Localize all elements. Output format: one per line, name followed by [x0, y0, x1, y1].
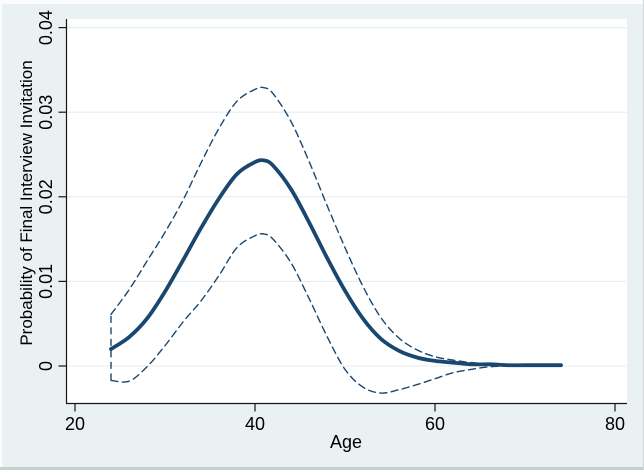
- border-left: [0, 0, 2, 470]
- border-bottom: [0, 467, 644, 470]
- y-tick-label: 0.03: [36, 95, 56, 130]
- y-tick-label: 0.02: [36, 179, 56, 214]
- x-axis-ticks: 20 40 60 80: [65, 403, 625, 434]
- y-tick-label: 0.01: [36, 264, 56, 299]
- x-tick-label: 80: [605, 414, 625, 434]
- series-line-estimate: [109, 158, 563, 368]
- series-line-lower-95ci: [110, 233, 562, 394]
- y-axis-title: Probability of Final Interview Invitatio…: [17, 60, 36, 345]
- x-tick-label: 40: [245, 414, 265, 434]
- border-top: [0, 0, 644, 4]
- y-axis-ticks: 0 0.01 0.02 0.03 0.04: [36, 10, 67, 371]
- x-tick-label: 60: [425, 414, 445, 434]
- x-axis-title: Age: [330, 432, 362, 452]
- x-tick-label: 20: [65, 414, 85, 434]
- y-tick-label: 0.04: [36, 10, 56, 45]
- plot-series: [109, 86, 563, 394]
- y-tick-label: 0: [36, 361, 56, 371]
- plot-area: [66, 19, 627, 404]
